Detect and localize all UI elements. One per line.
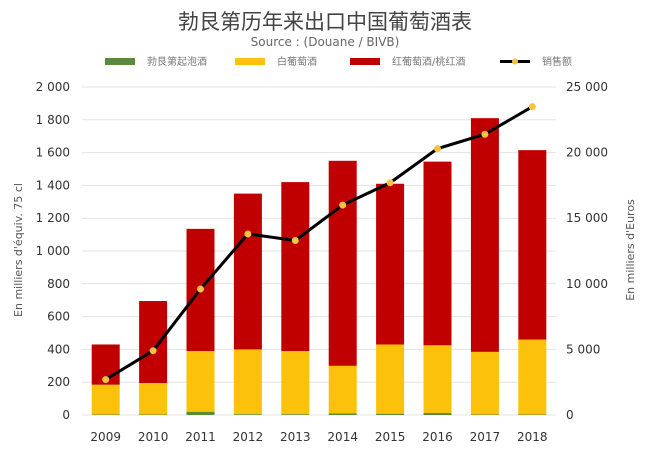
axes: 0 200 400 600 800 1 000 1 200 1 400 1 600 1 800 2 …	[36, 80, 608, 444]
x-tick-label: 2013	[280, 430, 311, 444]
bar-white-2013	[281, 351, 310, 415]
y-left-tick-label: 1 800	[36, 113, 70, 127]
bar-white-2015	[376, 344, 405, 414]
legend: 勃艮第起泡酒 白葡萄酒 红葡萄酒/桃红酒 销售额	[105, 55, 572, 68]
x-tick-label: 2018	[517, 430, 548, 444]
y-left-tick-label: 1 200	[36, 211, 70, 225]
y-right-tick-label: 0	[566, 408, 574, 422]
bar-red-2016	[423, 161, 452, 346]
bar-red-2018	[518, 150, 547, 340]
bar-white-2017	[470, 351, 499, 415]
line-series	[102, 103, 536, 384]
y-left-tick-label: 0	[62, 408, 70, 422]
bar-white-2016	[423, 345, 452, 414]
y-axis-right-label: En milliers d'Euros	[624, 199, 637, 301]
bar-sparkling-2012	[233, 414, 262, 415]
legend-label: 白葡萄酒	[277, 55, 317, 68]
x-tick-label: 2012	[233, 430, 264, 444]
sales-point-2014	[339, 201, 347, 209]
bar-red-2012	[233, 193, 262, 350]
bar-sparkling-2013	[281, 414, 310, 415]
x-tick-label: 2009	[90, 430, 121, 444]
bar-red-2013	[281, 182, 310, 352]
chart-subtitle: Source : (Douane / BIVB)	[250, 35, 400, 49]
y-left-tick-label: 1 400	[36, 178, 70, 192]
x-tick-label: 2010	[138, 430, 169, 444]
sales-point-2018	[528, 103, 536, 111]
y-left-tick-label: 400	[47, 342, 70, 356]
legend-swatch-marker	[512, 58, 518, 65]
sales-point-2013	[291, 237, 299, 245]
sales-point-2015	[386, 179, 394, 187]
legend-swatch	[350, 58, 380, 65]
y-left-tick-label: 600	[47, 310, 70, 324]
x-tick-label: 2015	[375, 430, 406, 444]
sales-line	[104, 105, 534, 381]
x-tick-label: 2011	[185, 430, 216, 444]
y-left-tick-label: 800	[47, 277, 70, 291]
y-left-tick-label: 1 600	[36, 146, 70, 160]
bar-sparkling-2014	[328, 413, 357, 415]
bar-red-2015	[376, 183, 405, 345]
bar-white-2012	[233, 349, 262, 415]
y-left-tick-label: 2 000	[36, 80, 70, 94]
y-axis-left-label: En milliers d'équiv. 75 cl	[12, 183, 25, 317]
sales-point-2009	[102, 376, 110, 384]
sales-point-2010	[149, 347, 157, 355]
bar-white-2011	[186, 351, 215, 412]
y-right-tick-label: 5 000	[566, 342, 600, 356]
chart-title: 勃艮第历年来出口中国葡萄酒表	[178, 10, 472, 34]
x-tick-label: 2016	[422, 430, 453, 444]
bar-white-2010	[139, 383, 168, 415]
bar-red-2010	[139, 301, 168, 384]
y-left-tick-label: 1 000	[36, 244, 70, 258]
y-right-tick-label: 25 000	[566, 80, 608, 94]
bars	[91, 118, 547, 415]
bar-sparkling-2015	[376, 413, 405, 415]
sales-point-2016	[434, 145, 441, 153]
y-right-tick-label: 20 000	[566, 146, 608, 160]
sales-point-2017	[481, 130, 489, 138]
sales-point-2012	[244, 230, 252, 238]
y-right-tick-label: 15 000	[566, 211, 608, 225]
legend-swatch	[235, 58, 265, 65]
bar-white-2014	[328, 365, 357, 414]
bar-sparkling-2016	[423, 413, 452, 415]
bar-red-2017	[470, 118, 499, 352]
bar-red-2014	[328, 160, 357, 366]
x-tick-label: 2017	[470, 430, 501, 444]
sales-point-2011	[197, 285, 204, 293]
legend-swatch	[105, 58, 135, 65]
bar-white-2009	[91, 384, 120, 415]
legend-label: 勃艮第起泡酒	[147, 55, 207, 68]
legend-label: 红葡萄酒/桃红酒	[392, 55, 465, 68]
legend-label: 销售额	[542, 55, 572, 68]
x-tick-label: 2014	[327, 430, 358, 444]
y-right-tick-label: 10 000	[566, 277, 608, 291]
bar-sparkling-2011	[186, 411, 215, 415]
y-left-tick-label: 200	[47, 375, 70, 389]
bar-white-2018	[518, 339, 547, 415]
